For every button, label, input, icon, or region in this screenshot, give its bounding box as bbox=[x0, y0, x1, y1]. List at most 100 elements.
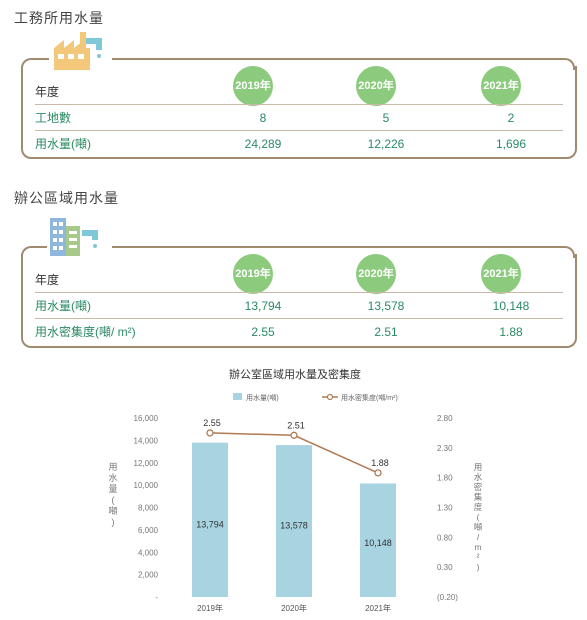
table-cell: 10,148 bbox=[492, 299, 530, 313]
y2-axis-label-char: ) bbox=[477, 562, 480, 572]
table-cell: 8 bbox=[259, 111, 267, 125]
factory-box-corner bbox=[563, 58, 575, 70]
year-badge-2019: 2019年 bbox=[233, 254, 273, 294]
table-cell: 1.88 bbox=[499, 325, 523, 339]
table-cell: 2.55 bbox=[251, 325, 275, 339]
y2-axis-label-char: 集 bbox=[474, 492, 483, 502]
y-tick-label: 14,000 bbox=[134, 436, 159, 445]
table-cell: 2 bbox=[507, 111, 515, 125]
y-axis-label-char: 噸 bbox=[108, 505, 117, 516]
y2-tick-label: 2.30 bbox=[437, 444, 453, 453]
row-label: 工地數 bbox=[35, 111, 72, 125]
table-cell: 13,578 bbox=[367, 299, 405, 313]
left-axis-label: 用水量(噸) bbox=[108, 462, 117, 527]
bar bbox=[192, 442, 228, 597]
y-tick-label: 8,000 bbox=[138, 504, 159, 513]
office-building-icon bbox=[50, 218, 98, 256]
table-row: 工地數 8 5 2 bbox=[35, 106, 563, 131]
table-header-row: 年度 bbox=[35, 268, 563, 293]
water-usage-chart: 辦公室區域用水量及密集度 用水量(噸) 用水密集度(噸/m²) 16,00014… bbox=[108, 367, 483, 613]
factory-section-title: 工務所用水量 bbox=[14, 10, 104, 26]
y-axis-label-char: 水 bbox=[108, 472, 117, 483]
right-axis-label: 用水密集度(噸/m²) bbox=[474, 462, 483, 572]
y-axis-label-char: 用 bbox=[108, 462, 117, 472]
y-axis-label-char: ( bbox=[112, 495, 115, 505]
y-tick-label: - bbox=[155, 593, 158, 602]
y2-tick-label: 2.80 bbox=[437, 414, 453, 423]
y-tick-label: 10,000 bbox=[134, 481, 159, 490]
legend-label-line: 用水密集度(噸/m²) bbox=[341, 393, 398, 402]
y-tick-label: 12,000 bbox=[134, 459, 159, 468]
office-box-topline bbox=[31, 246, 47, 248]
chart-title: 辦公室區域用水量及密集度 bbox=[229, 367, 361, 381]
left-axis: 16,000 14,000 12,000 10,000 8,000 6,000 4,000 2… bbox=[134, 414, 159, 602]
line-data-label: 2.51 bbox=[287, 420, 305, 430]
x-tick-label: 2019年 bbox=[197, 603, 223, 613]
bar-data-label: 10,148 bbox=[364, 538, 392, 548]
y-tick-label: 6,000 bbox=[138, 526, 159, 535]
x-axis: 2019年 2020年 2021年 bbox=[197, 603, 391, 613]
bar bbox=[360, 483, 396, 597]
y2-tick-label: 1.30 bbox=[437, 504, 453, 513]
table-header-row: 年度 bbox=[35, 80, 563, 105]
header-label: 年度 bbox=[35, 85, 60, 99]
row-label: 用水量(噸) bbox=[35, 299, 91, 313]
legend-line-marker bbox=[326, 393, 334, 401]
legend-bar-swatch bbox=[233, 393, 242, 400]
table-cell: 13,794 bbox=[244, 299, 282, 313]
bar-data-label: 13,578 bbox=[280, 521, 308, 531]
chart-legend: 用水量(噸) 用水密集度(噸/m²) bbox=[233, 393, 398, 402]
bar-series: 13,794 13,578 10,148 bbox=[192, 442, 396, 597]
header-label: 年度 bbox=[35, 273, 60, 287]
line-point bbox=[374, 469, 382, 477]
x-tick-label: 2020年 bbox=[281, 603, 307, 613]
bar-data-label: 13,794 bbox=[196, 520, 224, 530]
table-cell: 12,226 bbox=[367, 137, 405, 151]
bar bbox=[276, 445, 312, 597]
table-cell: 2.51 bbox=[374, 325, 398, 339]
y-tick-label: 4,000 bbox=[138, 548, 159, 557]
y2-axis-label-char: ( bbox=[477, 512, 480, 522]
office-box-topline bbox=[112, 246, 563, 248]
factory-box-topline bbox=[112, 58, 563, 60]
line-point bbox=[206, 429, 214, 437]
x-tick-label: 2021年 bbox=[365, 603, 391, 613]
y2-axis-label-char: 噸 bbox=[474, 522, 483, 532]
y2-tick-label: 1.80 bbox=[437, 474, 453, 483]
legend-label-bar: 用水量(噸) bbox=[246, 393, 279, 402]
year-badge-2021: 2021年 bbox=[481, 254, 521, 294]
year-badge-2020: 2020年 bbox=[356, 66, 396, 106]
factory-table: 2019年 2020年 2021年 年度 工地數 8 5 2 用水量(噸) 24… bbox=[21, 66, 577, 159]
year-badge-2020: 2020年 bbox=[356, 254, 396, 294]
year-badge-2021: 2021年 bbox=[481, 66, 521, 106]
y-tick-label: 2,000 bbox=[138, 571, 159, 580]
office-box-corner bbox=[21, 246, 33, 258]
table-cell: 5 bbox=[382, 111, 390, 125]
table-cell: 24,289 bbox=[244, 137, 282, 151]
office-box-corner bbox=[563, 246, 575, 258]
y2-axis-label-char: ² bbox=[477, 552, 480, 562]
factory-box-corner bbox=[21, 58, 33, 70]
table-cell: 1,696 bbox=[495, 137, 527, 151]
y2-axis-label-char: 度 bbox=[474, 502, 483, 512]
line-data-label: 2.55 bbox=[203, 418, 221, 428]
y2-axis-label-char: m bbox=[474, 542, 481, 552]
y2-axis-label-char: 用 bbox=[474, 462, 483, 472]
right-axis: 2.80 2.30 1.80 1.30 0.80 0.30 (0.20) bbox=[437, 414, 458, 602]
y2-axis-label-char: 密 bbox=[474, 482, 483, 492]
table-row: 用水密集度(噸/ m²) 2.55 2.51 1.88 bbox=[35, 320, 563, 344]
year-badge-2019: 2019年 bbox=[233, 66, 273, 106]
table-row: 用水量(噸) 24,289 12,226 1,696 bbox=[35, 132, 563, 156]
y-axis-label-char: 量 bbox=[108, 484, 117, 494]
y-axis-label-char: ) bbox=[112, 517, 115, 527]
factory-box-topline bbox=[31, 58, 49, 60]
y-tick-label: 16,000 bbox=[134, 414, 159, 423]
line-series: 2.55 2.51 1.88 bbox=[203, 418, 389, 477]
y2-axis-label-char: / bbox=[477, 532, 480, 542]
y2-tick-label: 0.30 bbox=[437, 563, 453, 572]
y2-tick-label: 0.80 bbox=[437, 533, 453, 542]
row-label: 用水量(噸) bbox=[35, 137, 91, 151]
office-table: 2019年 2020年 2021年 年度 用水量(噸) 13,794 13,57… bbox=[21, 254, 577, 348]
office-section-title: 辦公區域用水量 bbox=[14, 190, 119, 206]
line-point bbox=[290, 431, 298, 439]
